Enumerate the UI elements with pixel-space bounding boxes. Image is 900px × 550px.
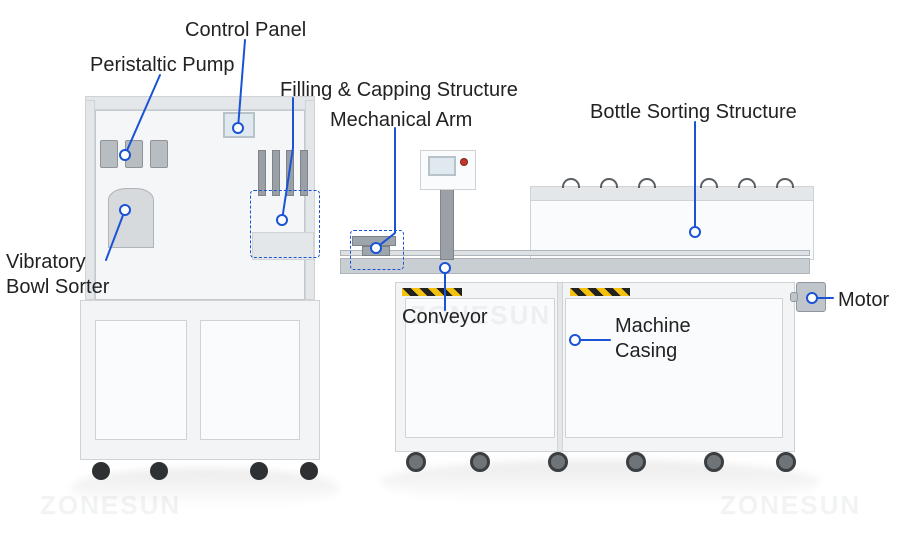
annotation-label-vibratory-bowl-sorter: Vibratory Bowl Sorter — [6, 250, 109, 300]
annotation-label-filling-capping-structure: Filling & Capping Structure — [280, 78, 518, 103]
peristaltic-pump-head — [100, 140, 118, 168]
annotation-label-machine-casing: Machine Casing — [615, 314, 691, 364]
annotation-label-peristaltic-pump: Peristaltic Pump — [90, 53, 235, 78]
control-screen-right — [428, 156, 456, 176]
motor-unit — [796, 282, 826, 312]
conveyor-rail — [340, 258, 810, 274]
left-unit-door — [95, 320, 187, 440]
tray-handle — [638, 178, 656, 188]
control-screen-left — [223, 112, 255, 138]
control-button — [460, 158, 468, 166]
leveling-foot — [548, 452, 568, 472]
leveling-foot — [406, 452, 426, 472]
tray-handle — [600, 178, 618, 188]
right-unit-divider — [557, 282, 563, 452]
annotation-label-motor: Motor — [838, 288, 889, 313]
leveling-foot — [626, 452, 646, 472]
caster-wheel — [92, 462, 110, 480]
caster-wheel — [250, 462, 268, 480]
annotation-label-mechanical-arm: Mechanical Arm — [330, 108, 472, 133]
caster-wheel — [150, 462, 168, 480]
leveling-foot — [704, 452, 724, 472]
tray-handle — [700, 178, 718, 188]
annotation-label-conveyor: Conveyor — [402, 305, 488, 330]
motor-shaft — [790, 292, 798, 302]
peristaltic-pump-head — [125, 140, 143, 168]
tray-handle — [562, 178, 580, 188]
callout-filling-capping — [250, 190, 320, 258]
vibratory-bowl — [108, 188, 154, 248]
warning-strip — [402, 288, 462, 296]
leveling-foot — [776, 452, 796, 472]
leveling-foot — [470, 452, 490, 472]
tray-handle — [738, 178, 756, 188]
diagram-stage: ZONESUNZONESUNZONESUN Control PanelPeris… — [0, 0, 900, 550]
peristaltic-pump-head — [150, 140, 168, 168]
warning-strip — [570, 288, 630, 296]
left-unit-door — [200, 320, 300, 440]
tray-handle — [776, 178, 794, 188]
annotation-label-bottle-sorting-structure: Bottle Sorting Structure — [590, 100, 797, 125]
caster-wheel — [300, 462, 318, 480]
conveyor-rail-upper — [340, 250, 810, 256]
floor-shadow — [70, 468, 340, 508]
callout-mechanical-arm — [350, 230, 404, 270]
floor-shadow — [380, 460, 820, 504]
annotation-label-control-panel: Control Panel — [185, 18, 306, 43]
